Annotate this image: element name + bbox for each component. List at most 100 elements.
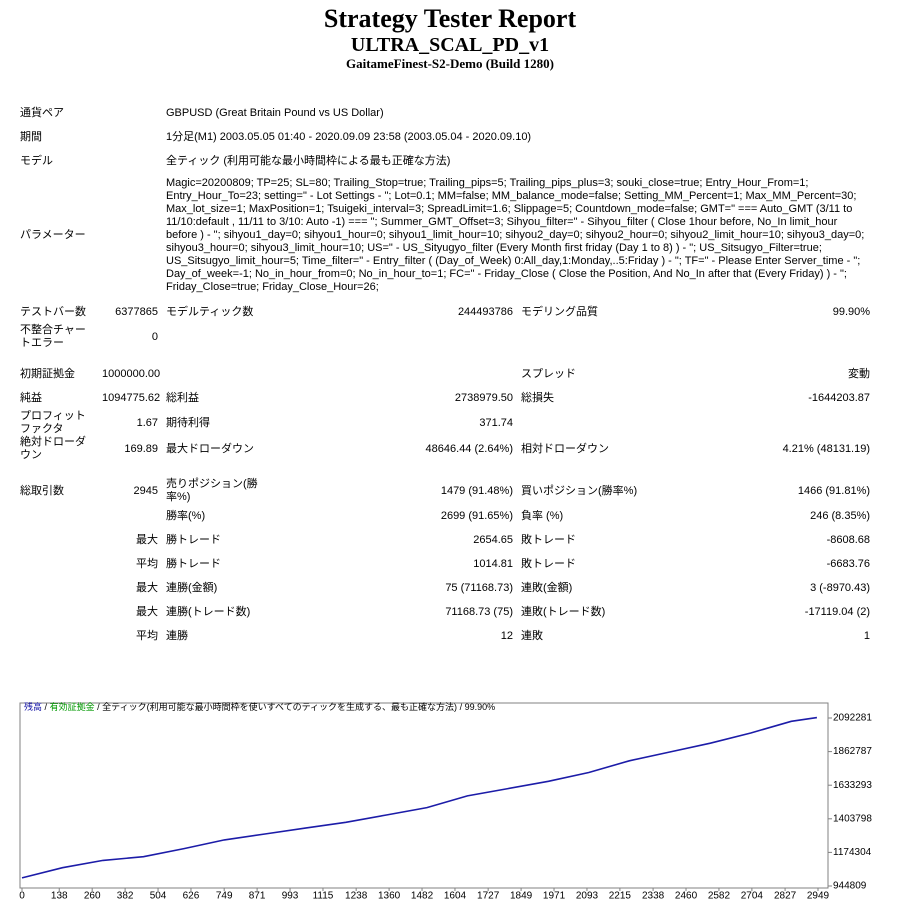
report-cell: 1014.81 [473,557,513,570]
report-cell: 371.74 [479,416,513,429]
report-cell [98,504,162,528]
report-cell: モデルティック数 [166,305,254,318]
report-row: 純益 1094775.62 総利益 2738979.50 総損失 -1644203.87 [20,386,870,410]
x-tick-label: 1482 [411,891,434,902]
x-tick-label: 2215 [609,891,632,902]
y-tick-label: 2092281 [833,713,872,724]
report-cell: 連敗(トレード数) [521,605,606,618]
x-tick-label: 2704 [741,891,764,902]
x-tick-label: 1971 [543,891,566,902]
report-cell: 2945 [133,484,158,497]
report-cell: 総利益 [166,391,199,404]
legend-entry: 残高 [24,701,42,712]
server-name: GaitameFinest-S2-Demo (Build 1280) [346,55,554,71]
report-cell: -1644203.87 [808,391,871,404]
x-tick-label: 1360 [378,891,401,902]
report-cell [20,624,98,648]
report-cell: 通貨ペア [20,106,64,119]
report-cell [517,410,642,436]
report-cell: 平均 [136,629,158,642]
x-tick-label: 0 [19,891,25,902]
report-cell: 最大 [136,581,158,594]
x-tick-label: 1604 [444,891,467,902]
report-cell: 不整合チャートエラー [20,324,86,349]
x-tick-label: 749 [216,891,233,902]
legend-entry: 有効証拠金 [50,701,95,712]
report-cell [20,576,98,600]
report-cell: -6683.76 [826,557,871,570]
x-tick-label: 382 [117,891,134,902]
report-cell [98,149,162,173]
report-row: 初期証拠金 1000000.00 スプレッド 変動 [20,350,870,386]
report-cell: -8608.68 [826,533,871,546]
report-cell: 総取引数 [20,484,64,497]
report-cell: 1分足(M1) 2003.05.05 01:40 - 2020.09.09 23… [166,130,532,143]
y-tick-label: 1862787 [833,746,872,757]
report-cell [20,504,98,528]
report-cell [98,173,162,300]
report-cell [20,552,98,576]
balance-line [21,716,818,879]
report-cell: テストバー数 [20,305,86,318]
report-cell: 2654.65 [473,533,513,546]
report-cell: 絶対ドローダウン [20,436,86,461]
y-tick-label: 1633293 [833,780,872,791]
report-cell [98,101,162,125]
x-tick-label: 138 [51,891,68,902]
report-cell: 連勝(金額) [166,581,218,594]
x-tick-label: 1238 [345,891,368,902]
report-row: モデル 全ティック (利用可能な最小時間枠による最も正確な方法) [20,149,870,173]
report-row: 最大 連勝(金額) 75 (71168.73) 連敗(金額) 3 (-8970.43) [20,576,870,600]
legend-entry: 99.90% [465,702,496,712]
report-cell: 敗トレード [521,533,576,546]
y-tick-label: 1403798 [833,813,872,824]
report-cell: 71168.73 (75) [445,605,513,618]
report-cell: 負率 (%) [521,509,564,522]
report-cell: GBPUSD (Great Britain Pound vs US Dollar… [166,106,384,119]
report-cell: 169.89 [124,442,158,455]
report-cell: 相対ドローダウン [521,442,609,455]
report-cell: 期待利得 [166,416,210,429]
plot-frame [19,702,829,889]
report-cell: モデル [20,154,53,167]
x-tick-label: 2827 [774,891,797,902]
x-tick-label: 626 [183,891,200,902]
report-row: 最大 連勝(トレード数) 71168.73 (75) 連敗(トレード数) -17119.… [20,600,870,624]
report-row: 総取引数 2945 売りポジション(勝率%) 1479 (91.48%) 買いポジション… [20,462,870,504]
report-cell: 変動 [848,367,871,380]
report-cell: パラメーター [20,229,86,241]
report-cell [20,528,98,552]
report-cell: 1.67 [136,416,158,429]
report-cell [642,324,870,350]
y-tick-label: 944809 [833,881,867,892]
report-cell: 全ティック (利用可能な最小時間枠による最も正確な方法) [166,154,451,167]
report-cell: 1094775.62 [102,391,161,404]
report-cell: 総損失 [521,391,554,404]
report-cell: 2699 (91.65%) [440,509,513,522]
x-tick-label: 504 [150,891,167,902]
report-cell: 246 (8.35%) [810,509,871,522]
report-cell [517,324,642,350]
x-tick-label: 2460 [675,891,698,902]
report-cell: 0 [151,330,158,343]
x-tick-label: 2093 [576,891,599,902]
report-cell: 売りポジション(勝率%) [166,478,258,503]
report-cell: 1000000.00 [102,367,161,380]
report-row: 勝率(%) 2699 (91.65%) 負率 (%) 246 (8.35%) [20,504,870,528]
report-cell: 99.90% [832,305,871,318]
x-tick-label: 993 [282,891,299,902]
report-cell: 純益 [20,391,42,404]
report-row: 平均 連勝 12 連敗 1 [20,624,870,648]
report-cell: 平均 [136,557,158,570]
report-cell: 12 [500,629,513,642]
report-cell: 連敗 [521,629,543,642]
report-cell [20,600,98,624]
report-cell: 買いポジション(勝率%) [521,484,638,497]
report-cell: 3 (-8970.43) [810,581,871,594]
ea-name: ULTRA_SCAL_PD_v1 [350,33,550,56]
report-cell: 2738979.50 [454,391,513,404]
report-row: 最大 勝トレード 2654.65 敗トレード -8608.68 [20,528,870,552]
report-cell: 244493786 [457,305,513,318]
report-cell: プロフィットファクタ [20,410,86,435]
